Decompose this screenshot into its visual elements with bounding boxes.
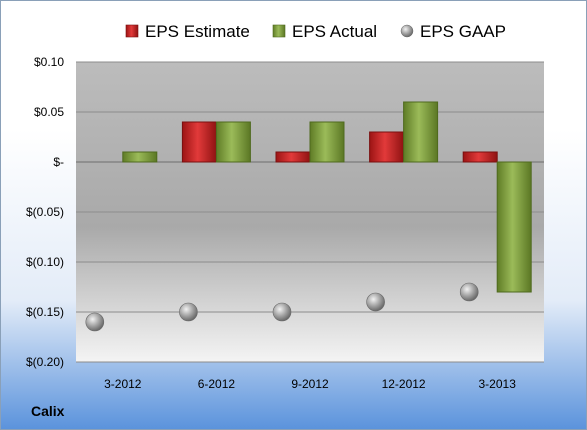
x-tick-label: 9-2012: [291, 377, 329, 391]
x-tick-label: 3-2013: [479, 377, 517, 391]
legend-marker: [125, 24, 139, 38]
bar-eps-estimate-12-2012: [369, 131, 405, 163]
bars: [122, 101, 532, 293]
legend-marker: [272, 24, 286, 38]
x-axis-ticks: 3-2012 6-2012 9-2012 12-2012 3-2013: [104, 377, 516, 391]
x-tick-label: 6-2012: [198, 377, 236, 391]
gaap-markers: [85, 282, 479, 332]
bar-eps-actual-6-2012: [215, 121, 251, 163]
y-tick-label: $(0.10): [26, 255, 64, 269]
legend-label: EPS Actual: [292, 22, 377, 41]
y-tick-label: $0.05: [34, 105, 64, 119]
x-tick-label: 3-2012: [104, 377, 142, 391]
bar-eps-actual-12-2012: [403, 101, 439, 163]
gaap-point-6-2012: [179, 302, 198, 322]
legend-marker: [400, 24, 414, 38]
y-tick-label: $0.10: [34, 55, 64, 69]
bar-eps-actual-3-2013: [496, 161, 532, 293]
x-tick-label: 12-2012: [382, 377, 426, 391]
legend-item-eps-estimate: EPS Estimate: [125, 22, 250, 41]
legend-item-eps-gaap: EPS GAAP: [400, 22, 506, 41]
y-tick-label: $(0.20): [26, 355, 64, 369]
bar-eps-estimate-3-2013: [462, 151, 498, 163]
gaap-point-12-2012: [366, 292, 385, 312]
y-tick-label: $(0.15): [26, 305, 64, 319]
gaap-point-3-2012: [85, 312, 105, 332]
bar-eps-estimate-6-2012: [181, 121, 217, 163]
legend: EPS Estimate EPS Actual EPS GAAP: [125, 22, 506, 41]
bar-eps-actual-3-2012: [122, 151, 158, 163]
y-tick-label: $-: [53, 155, 64, 169]
legend-label: EPS Estimate: [145, 22, 250, 41]
bar-eps-estimate-9-2012: [275, 151, 311, 163]
y-axis-ticks: $0.10 $0.05 $- $(0.05) $(0.10) $(0.15) $(0.20): [26, 55, 64, 369]
gaap-point-3-2013: [459, 282, 479, 302]
y-tick-label: $(0.05): [26, 205, 64, 219]
legend-label: EPS GAAP: [420, 22, 506, 41]
gaap-point-9-2012: [272, 302, 292, 322]
legend-item-eps-actual: EPS Actual: [272, 22, 377, 41]
bar-eps-actual-9-2012: [309, 121, 345, 163]
company-label: Calix: [31, 403, 65, 419]
